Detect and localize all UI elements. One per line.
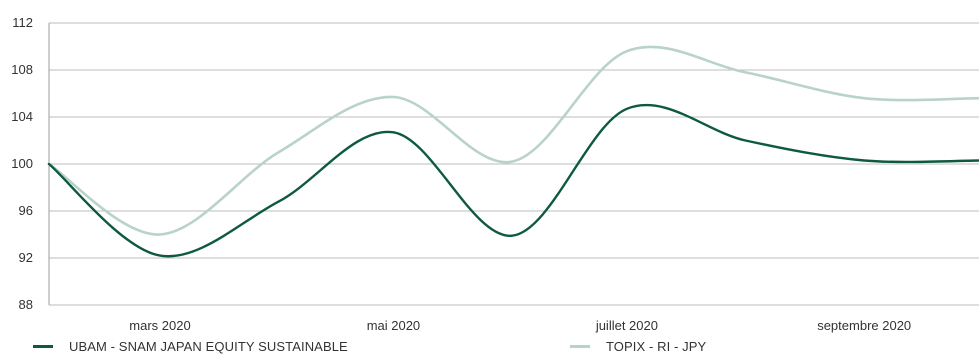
x-tick-label-2: juillet 2020 (595, 318, 658, 333)
x-tick-label-3: septembre 2020 (817, 318, 911, 333)
y-tick-label-96: 96 (19, 203, 33, 218)
gridlines (48, 22, 979, 306)
x-tick-label-0: mars 2020 (129, 318, 190, 333)
y-tick-label-104: 104 (11, 109, 33, 124)
legend-item-topix: TOPIX - RI - JPY (570, 337, 706, 355)
y-tick-label-112: 112 (12, 15, 33, 30)
legend-label-topix: TOPIX - RI - JPY (606, 338, 707, 354)
x-tick-label-1: mai 2020 (367, 318, 420, 333)
x-axis-tick-labels: mars 2020 mai 2020 juillet 2020 septembre 2… (129, 318, 911, 333)
legend-swatch-ubam (33, 344, 53, 348)
y-tick-label-100: 100 (11, 156, 33, 171)
legend-item-ubam: UBAM - SNAM JAPAN EQUITY SUSTAINABLE (33, 337, 348, 355)
y-tick-label-108: 108 (11, 62, 33, 77)
legend-label-ubam: UBAM - SNAM JAPAN EQUITY SUSTAINABLE (69, 338, 348, 354)
series-lines (47, 45, 979, 258)
y-axis-tick-labels: 88 92 96 100 104 108 112 (11, 15, 33, 312)
y-tick-label-88: 88 (19, 297, 33, 312)
series-line-topix (47, 45, 979, 236)
y-tick-label-92: 92 (19, 250, 33, 265)
legend-swatch-topix (570, 344, 590, 348)
series-line-ubam (47, 103, 979, 258)
